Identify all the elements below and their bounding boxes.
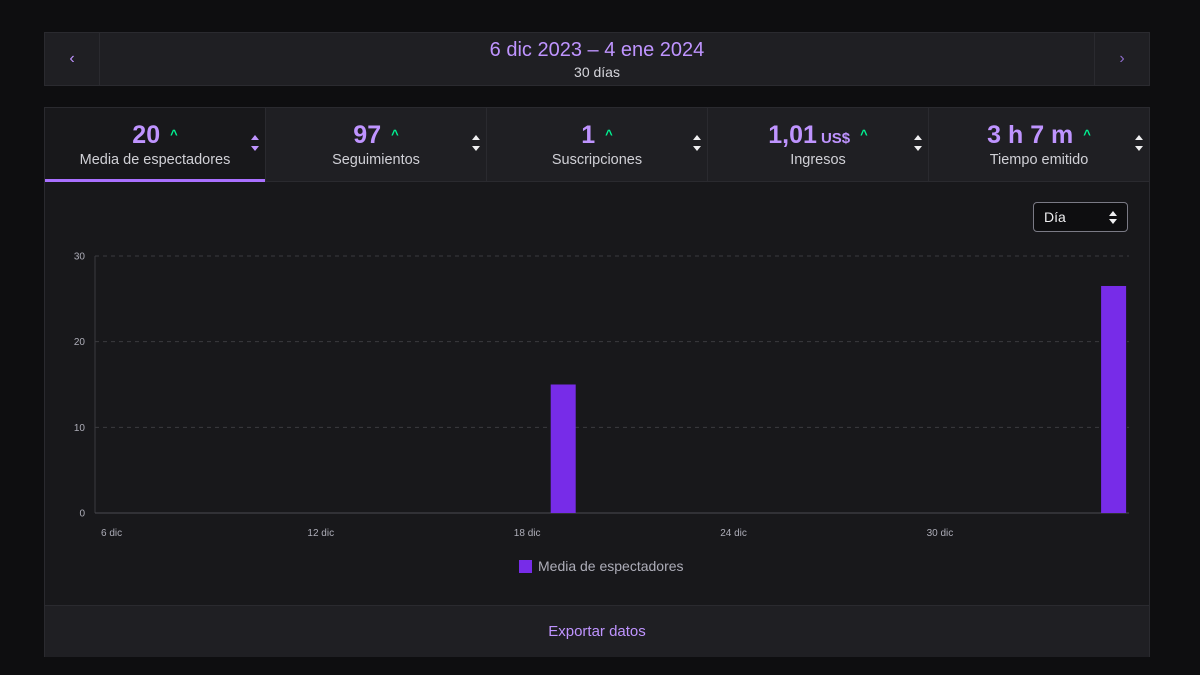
average-viewers-chart: 0 10 20 30 6 dic 12 dic 18 dic 24 dic 30 dic (74, 252, 1129, 538)
tab-label: Ingresos (790, 152, 846, 168)
date-range-bar: ‹ 6 dic 2023 – 4 ene 2024 30 días › (44, 32, 1150, 86)
chevron-right-icon: › (1119, 50, 1125, 67)
y-tick-label: 10 (74, 423, 86, 434)
tab-label: Tiempo emitido (989, 152, 1089, 168)
trend-up-icon: ^ (1083, 127, 1091, 142)
footer: Exportar datos (45, 605, 1149, 657)
x-tick-label: 12 dic (307, 528, 334, 538)
sort-icon (692, 135, 702, 151)
tab-label: Media de espectadores (79, 152, 231, 168)
select-arrows-icon (1109, 210, 1117, 224)
trend-up-icon: ^ (170, 127, 178, 142)
chart-legend: Media de espectadores (519, 558, 684, 574)
x-tick-label: 24 dic (720, 528, 747, 538)
tab-value: 3 h 7 m (987, 121, 1074, 149)
export-data-button[interactable]: Exportar datos (548, 623, 646, 640)
tab-revenue[interactable]: 1,01 US$ ^ Ingresos (708, 108, 929, 181)
x-tick-label: 6 dic (101, 528, 122, 538)
chart-bar (550, 384, 576, 513)
date-range-display: 6 dic 2023 – 4 ene 2024 30 días (100, 33, 1094, 85)
sort-icon (913, 135, 923, 151)
x-tick-label: 18 dic (514, 528, 541, 538)
trend-up-icon: ^ (391, 127, 399, 142)
interval-select[interactable]: Día (1033, 202, 1128, 232)
y-tick-label: 30 (74, 252, 86, 263)
tab-follows[interactable]: 97 ^ Seguimientos (266, 108, 487, 181)
tab-value: 20 (132, 121, 161, 149)
trend-up-icon: ^ (860, 127, 868, 142)
tab-label: Suscripciones (551, 152, 643, 168)
chevron-left-icon: ‹ (69, 50, 75, 67)
x-tick-label: 30 dic (927, 528, 954, 538)
stats-panel: 20 ^ Media de espectadores 97 ^ Seguimie… (44, 107, 1150, 657)
sort-icon (471, 135, 481, 151)
trend-up-icon: ^ (605, 127, 613, 142)
interval-select-value: Día (1044, 209, 1066, 225)
metric-tabs: 20 ^ Media de espectadores 97 ^ Seguimie… (45, 108, 1149, 182)
chart-bar (1101, 285, 1127, 513)
previous-period-button[interactable]: ‹ (45, 33, 100, 85)
y-tick-label: 20 (74, 337, 86, 348)
tab-value: 1 (581, 121, 596, 149)
date-range-text: 6 dic 2023 – 4 ene 2024 (489, 38, 705, 61)
tab-average-viewers[interactable]: 20 ^ Media de espectadores (45, 108, 266, 182)
legend-label: Media de espectadores (538, 558, 684, 574)
tab-value: 97 (353, 121, 382, 149)
tab-label: Seguimientos (332, 152, 420, 168)
tab-subscriptions[interactable]: 1 ^ Suscripciones (487, 108, 708, 181)
date-range-days: 30 días (574, 63, 620, 80)
tab-value: 1,01 (768, 121, 817, 149)
sort-icon (1134, 135, 1144, 151)
next-period-button[interactable]: › (1094, 33, 1149, 85)
legend-swatch (519, 559, 532, 573)
tab-time-streamed[interactable]: 3 h 7 m ^ Tiempo emitido (929, 108, 1149, 181)
y-tick-label: 0 (79, 509, 85, 520)
sort-icon (250, 135, 260, 151)
tab-unit: US$ (820, 130, 851, 147)
